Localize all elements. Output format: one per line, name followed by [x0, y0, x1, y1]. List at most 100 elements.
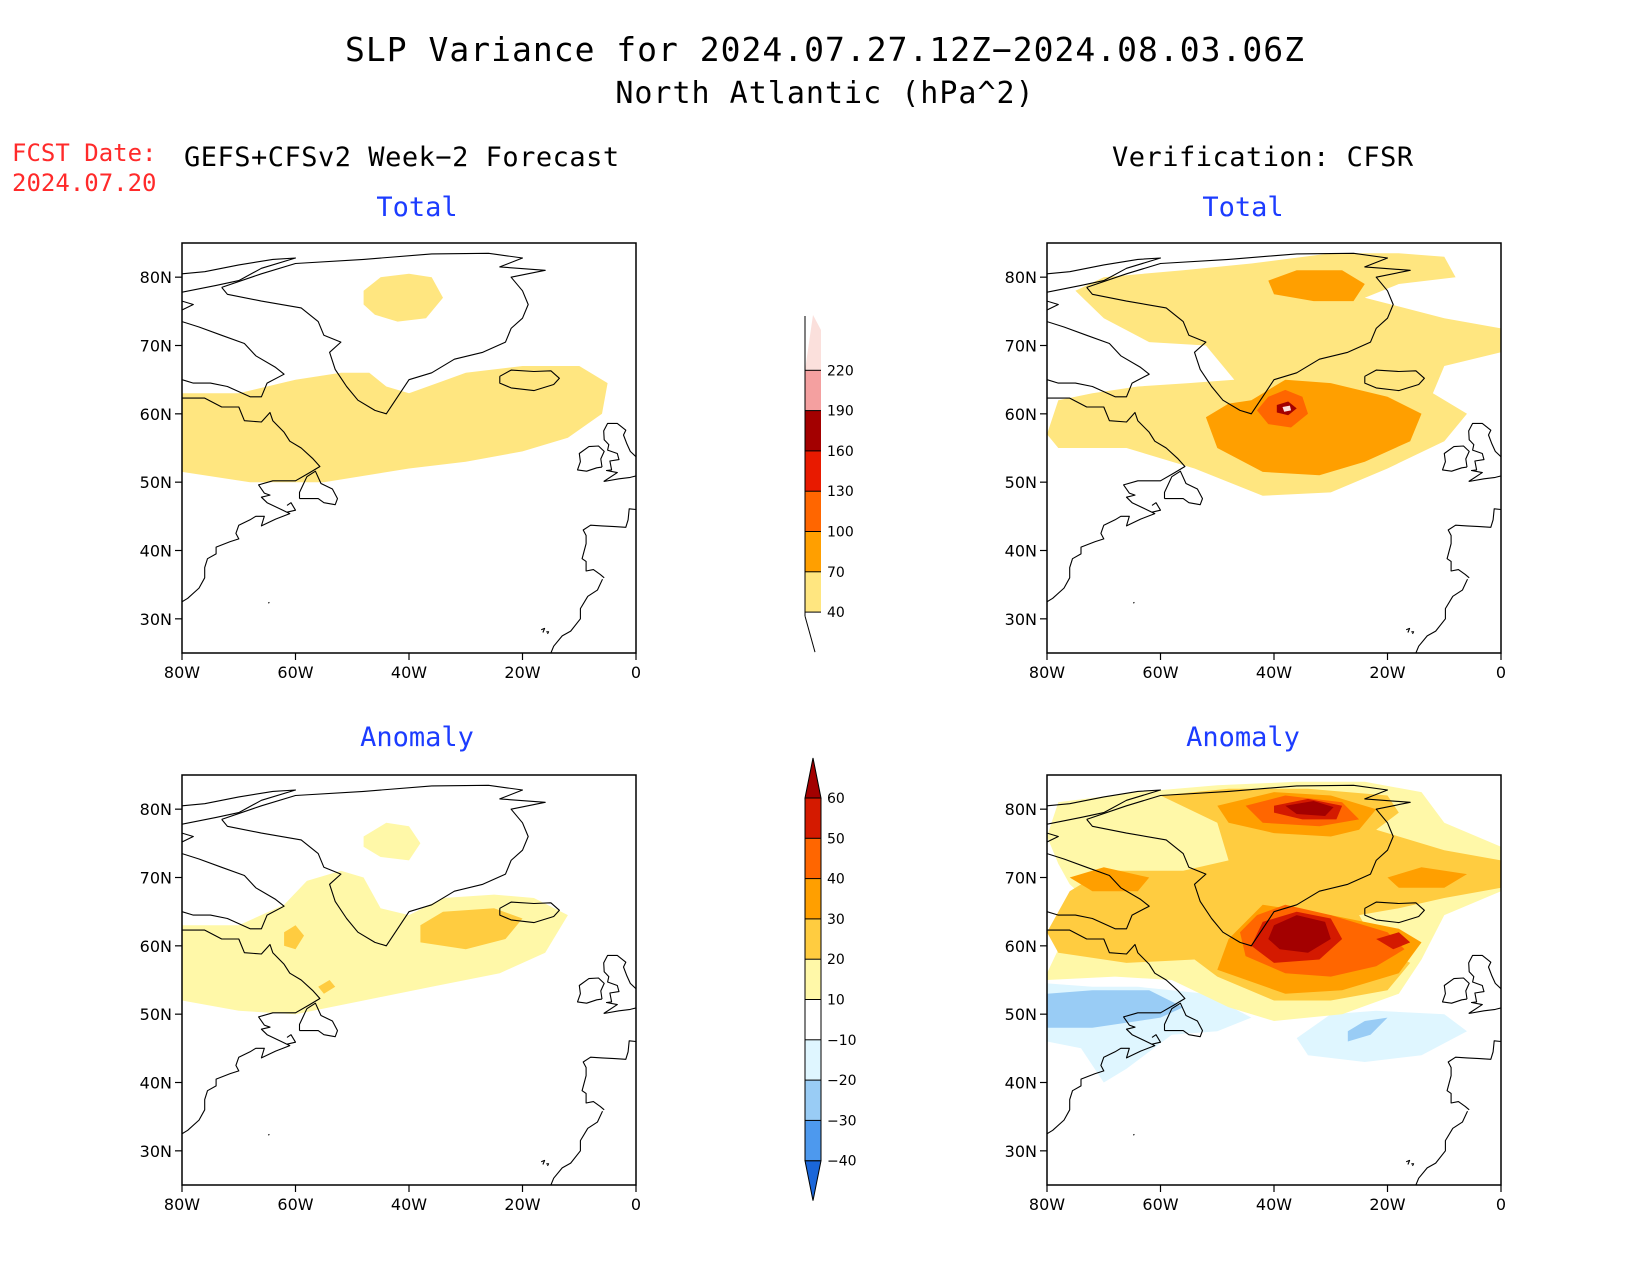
- coastline: [1047, 853, 1150, 930]
- lon-tick-label: 20W: [1369, 1195, 1405, 1214]
- coastline: [1364, 901, 1425, 924]
- colorbar-swatch: [805, 491, 821, 532]
- coastline: [298, 1002, 339, 1038]
- map-panel-fcst-anom: 80W 60W 40W 20W 0 80N 70N 60N 50N 40N 30N: [140, 774, 641, 1214]
- lon-tick-label: 60W: [277, 1195, 313, 1214]
- shaded-region: [363, 273, 443, 322]
- shaded-region: [1069, 867, 1150, 892]
- shaded-region: [284, 925, 304, 950]
- lat-tick-label: 30N: [1005, 610, 1037, 629]
- colorbar-label: 30: [827, 912, 845, 928]
- lon-tick-label: 80W: [164, 1195, 200, 1214]
- coastline: [603, 422, 636, 483]
- colorbar-total: 40 70 100 130 160 190 220: [804, 315, 854, 653]
- lat-tick-label: 80N: [1005, 800, 1037, 819]
- map-panel-verif-anom: 80W 60W 40W 20W 0 80N 70N 60N 50N 40N 30N: [1005, 774, 1506, 1214]
- lat-tick-label: 50N: [1005, 473, 1037, 492]
- lat-tick-label: 30N: [140, 1142, 172, 1161]
- colorbar-swatch: [805, 959, 821, 1000]
- shaded-region: [1285, 801, 1334, 816]
- shaded-region: [1047, 990, 1184, 1028]
- colorbar-swatch: [805, 999, 821, 1040]
- shaded-region: [1205, 379, 1422, 476]
- colorbar-swatch: [805, 370, 821, 411]
- coastline: [1047, 257, 1162, 293]
- colorbar-swatch: [805, 1120, 821, 1161]
- lat-tick-label: 60N: [1005, 937, 1037, 956]
- coastline: [1411, 631, 1415, 635]
- coastline: [581, 508, 636, 579]
- lat-tick-label: 50N: [1005, 1005, 1037, 1024]
- coastline: [1163, 1002, 1204, 1038]
- coastline: [581, 1040, 636, 1111]
- colorbar-label: 160: [827, 444, 854, 460]
- figure-title: SLP Variance for 2024.07.27.12Z−2024.08.…: [345, 30, 1305, 69]
- coastline: [268, 601, 270, 604]
- lat-tick-label: 80N: [140, 268, 172, 287]
- colorbar-swatch: [805, 410, 821, 451]
- coastline: [1047, 789, 1162, 825]
- coastline: [182, 832, 194, 843]
- lon-tick-label: 80W: [1029, 663, 1065, 682]
- shaded-region: [1347, 1017, 1388, 1042]
- coastline: [499, 901, 560, 924]
- verification-column-heading: Verification: CFSR: [1112, 142, 1414, 173]
- colorbar-label: 20: [827, 952, 845, 968]
- colorbar-label: −30: [827, 1113, 857, 1129]
- coastline: [1133, 601, 1135, 604]
- coastline: [1364, 369, 1425, 392]
- shaded-region: [1387, 867, 1467, 888]
- colorbar-label: 130: [827, 484, 854, 500]
- colorbar-swatch: [805, 798, 821, 839]
- fcst-date-label: FCST Date:: [12, 139, 157, 167]
- lon-tick-label: 0: [631, 1195, 641, 1214]
- coastline: [1411, 1163, 1415, 1167]
- colorbar-edge: [804, 615, 816, 653]
- lon-tick-label: 80W: [164, 663, 200, 682]
- colorbar-swatch: [805, 878, 821, 919]
- colorbar-label: 220: [827, 363, 854, 379]
- coastline: [1047, 929, 1186, 1135]
- coastline: [1086, 252, 1411, 415]
- lat-tick-label: 80N: [1005, 268, 1037, 287]
- lat-tick-label: 60N: [140, 405, 172, 424]
- coastline: [221, 784, 546, 947]
- coastline: [546, 1163, 550, 1167]
- coastline: [1047, 832, 1059, 843]
- coastline: [546, 631, 550, 635]
- coastline: [1468, 422, 1501, 483]
- shaded-region: [1268, 270, 1365, 302]
- coastline: [1415, 578, 1468, 653]
- lat-tick-label: 30N: [140, 610, 172, 629]
- shaded-region: [363, 822, 421, 861]
- coastline: [1047, 397, 1186, 603]
- lon-tick-label: 60W: [1142, 663, 1178, 682]
- lat-tick-label: 60N: [1005, 405, 1037, 424]
- coastline: [182, 257, 297, 293]
- lon-tick-label: 80W: [1029, 1195, 1065, 1214]
- shaded-region: [182, 366, 608, 483]
- map-fields-verif-total: [1047, 243, 1501, 653]
- colorbar-swatch: [805, 571, 821, 613]
- map-fields-fcst-total: [182, 243, 636, 653]
- colorbar-swatch: [805, 450, 821, 492]
- coastline: [1133, 1133, 1135, 1136]
- lon-tick-label: 20W: [504, 663, 540, 682]
- coastline: [182, 929, 321, 1135]
- map-fields-verif-anom: [1047, 775, 1501, 1185]
- lon-tick-label: 40W: [391, 1195, 427, 1214]
- colorbar-label: −10: [827, 1033, 857, 1049]
- colorbar-label: 40: [827, 605, 845, 621]
- colorbar-label: 10: [827, 993, 845, 1009]
- shaded-region: [1268, 915, 1331, 953]
- coastline: [182, 300, 194, 311]
- lat-tick-label: 70N: [1005, 869, 1037, 888]
- coastline: [1446, 1040, 1501, 1111]
- colorbar-swatch: [805, 1080, 821, 1121]
- coastline: [182, 789, 297, 825]
- map-panel-fcst-total: 80W 60W 40W 20W 0 80N 70N 60N 50N 40N 30N: [140, 242, 641, 682]
- coastline: [1151, 1034, 1162, 1045]
- shaded-region: [1047, 788, 1501, 1001]
- colorbar-label: 50: [827, 831, 845, 847]
